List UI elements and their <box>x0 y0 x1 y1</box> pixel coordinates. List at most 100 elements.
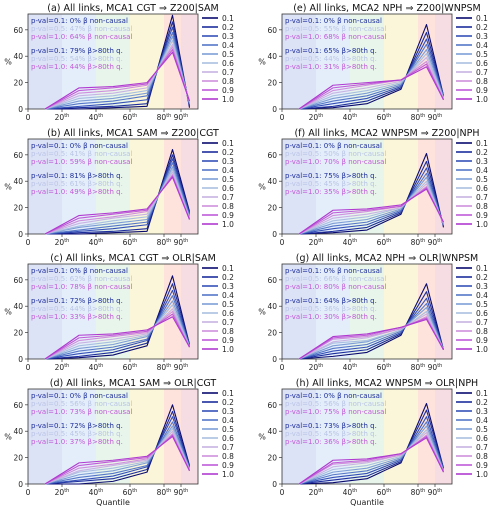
series-line-0.7 <box>298 56 445 110</box>
legend-label: 0.9 <box>222 336 234 345</box>
legend-label: 0.5 <box>476 50 488 59</box>
stat-line: p-val=1.0: 73% β non-causal <box>31 408 132 416</box>
plot-frame <box>281 388 453 485</box>
stat-line: p-val=0.1: 0% β non-causal <box>285 17 382 25</box>
quantile-band <box>435 139 452 234</box>
series-line-1.0 <box>44 435 190 485</box>
series-line-0.6 <box>44 428 191 485</box>
legend-label: 0.3 <box>222 407 234 416</box>
legend-label: 0.3 <box>476 157 488 166</box>
series-line-1.0 <box>298 66 444 110</box>
x-tick-label: 60th <box>377 113 392 122</box>
series-line-0.2 <box>298 291 445 360</box>
series-line-0.4 <box>44 421 191 485</box>
x-tick-label: 60th <box>123 488 138 497</box>
series-line-0.3 <box>44 416 191 485</box>
series-line-0.6 <box>44 168 191 235</box>
series-line-0.6 <box>298 429 445 485</box>
y-tick-label: 0 <box>272 105 277 114</box>
legend-label: 0.7 <box>476 193 488 202</box>
stat-line: p-val=0.5: 50% β non-causal <box>285 150 386 158</box>
legend-label: 0.2 <box>222 148 234 157</box>
series-line-0.1 <box>298 283 445 360</box>
series-line-0.7 <box>44 430 191 485</box>
series-line-0.2 <box>298 31 445 110</box>
panel-f: (f) All links, MCA2 WNPSM ⇒ Z200|NPH 0 20 4… <box>258 128 488 247</box>
x-tick-label: 0 <box>26 113 31 122</box>
y-tick-label: 0 <box>272 355 277 364</box>
series-line-0.7 <box>298 183 445 235</box>
legend-label: 0.3 <box>222 282 234 291</box>
x-tick-label: 40th <box>343 113 358 122</box>
stat-line: p-val=0.1: 0% β non-causal <box>285 392 382 400</box>
legend-label: 0.9 <box>476 211 488 220</box>
legend-label: 0.6 <box>222 309 234 318</box>
y-tick-label: 60 <box>13 26 23 35</box>
legend-label: 0.1 <box>476 264 488 273</box>
stat-line: p-val=0.1: 72% β>80th q. <box>31 297 123 305</box>
legend-label: 0.7 <box>222 193 234 202</box>
y-axis-label: % <box>4 308 12 317</box>
legend-label: 0.9 <box>476 461 488 470</box>
series-line-0.4 <box>298 421 445 485</box>
x-tick-label: 80th <box>411 113 426 122</box>
legend-label: 0.3 <box>222 157 234 166</box>
stat-line: p-val=1.0: 37% β>80th q. <box>31 438 123 446</box>
x-tick-label: 20th <box>55 238 70 247</box>
legend-label: 1.0 <box>476 345 488 354</box>
legend-label: 0.7 <box>476 68 488 77</box>
series-line-0.1 <box>45 404 191 485</box>
x-tick-label: 90th <box>428 238 443 247</box>
plot-frame <box>27 263 199 360</box>
stat-line: p-val=0.1: 0% β non-causal <box>285 267 382 275</box>
x-tick-label: 20th <box>309 363 324 372</box>
legend-label: 1.0 <box>222 95 234 104</box>
series-line-0.4 <box>298 43 445 110</box>
series-line-0.7 <box>44 43 191 110</box>
y-tick-label: 40 <box>13 177 23 186</box>
y-tick-label: 60 <box>267 26 277 35</box>
y-tick-label: 0 <box>272 230 277 239</box>
legend-label: 0.9 <box>222 211 234 220</box>
y-axis-label: % <box>4 433 12 442</box>
quantile-band <box>28 389 62 484</box>
stat-line: p-val=0.1: 73% β>80th q. <box>285 422 377 430</box>
x-axis-label: Quantile <box>96 498 130 506</box>
legend-label: 0.2 <box>476 273 488 282</box>
legend-label: 0.7 <box>476 318 488 327</box>
quantile-band <box>282 264 316 359</box>
panel-title: (e) All links, MCA2 NPH ⇒ Z200|WNPSM <box>293 3 481 14</box>
y-tick-label: 40 <box>267 427 277 436</box>
series-line-1.0 <box>44 51 191 110</box>
series-line-0.6 <box>298 310 445 360</box>
series-line-0.2 <box>44 21 191 110</box>
stat-line: p-val=0.1: 0% β non-causal <box>31 17 128 25</box>
series-line-0.9 <box>44 313 190 360</box>
x-tick-label: 60th <box>377 363 392 372</box>
legend-label: 1.0 <box>222 470 234 479</box>
legend-label: 0.3 <box>222 32 234 41</box>
stat-line: p-val=0.5: 54% β>80th q. <box>31 55 123 63</box>
y-tick-label: 0 <box>18 230 23 239</box>
legend-label: 1.0 <box>476 220 488 229</box>
stat-line: p-val=0.5: 45% β>80th q. <box>285 430 377 438</box>
series-line-1.0 <box>298 318 444 360</box>
series-line-0.2 <box>298 160 445 235</box>
x-tick-label: 20th <box>309 238 324 247</box>
legend-label: 0.8 <box>222 452 234 461</box>
stat-line: p-val=1.0: 80% β non-causal <box>285 283 386 291</box>
legend-label: 0.6 <box>222 59 234 68</box>
x-tick-label: 90th <box>174 488 189 497</box>
x-tick-label: 90th <box>428 488 443 497</box>
series-line-0.6 <box>298 180 445 235</box>
x-tick-label: 60th <box>123 238 138 247</box>
series-line-0.8 <box>44 433 190 485</box>
stat-line: p-val=0.1: 75% β>80th q. <box>285 172 377 180</box>
legend-label: 0.1 <box>476 139 488 148</box>
series-line-0.8 <box>44 46 191 110</box>
series-line-1.0 <box>298 188 444 235</box>
plot-frame <box>27 13 199 110</box>
y-axis-label: % <box>4 58 12 67</box>
x-tick-label: 40th <box>89 488 104 497</box>
